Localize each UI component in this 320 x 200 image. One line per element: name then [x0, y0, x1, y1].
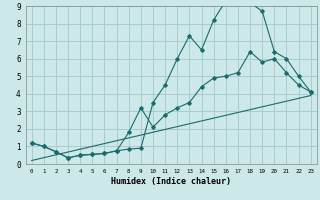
X-axis label: Humidex (Indice chaleur): Humidex (Indice chaleur) — [111, 177, 231, 186]
